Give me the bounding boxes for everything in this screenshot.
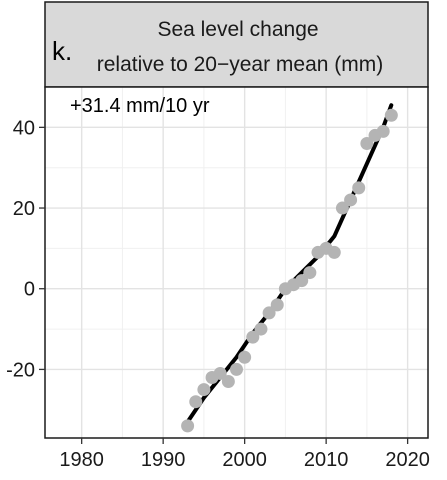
data-point	[238, 350, 252, 364]
y-tick-label: -20	[6, 359, 35, 381]
x-axis: 1980 1990 2000 2010 2020	[59, 438, 430, 471]
data-point	[270, 298, 284, 312]
y-axis: -20 0 20 40	[6, 117, 45, 381]
data-point	[335, 201, 349, 215]
data-point	[303, 266, 317, 280]
data-points	[181, 108, 398, 433]
data-point	[262, 306, 276, 320]
data-point	[213, 366, 227, 380]
x-tick-label: 1980	[59, 449, 104, 471]
data-point	[189, 395, 203, 409]
data-point	[295, 274, 309, 288]
data-point	[197, 383, 211, 397]
data-point	[360, 136, 374, 150]
y-tick-label: 0	[24, 279, 35, 301]
data-point	[376, 124, 390, 138]
data-point	[384, 108, 398, 122]
grid	[45, 87, 428, 438]
x-tick-label: 2000	[222, 449, 267, 471]
data-point	[327, 245, 341, 259]
panel-letter: k.	[52, 36, 72, 66]
data-point	[230, 362, 243, 376]
data-point	[352, 181, 366, 195]
trend-annotation: +31.4 mm/10 yr	[70, 95, 210, 117]
data-point	[181, 419, 195, 433]
data-point	[246, 330, 260, 344]
plot-border	[44, 86, 429, 439]
data-point	[221, 375, 235, 389]
x-tick-label: 2020	[385, 449, 430, 471]
x-tick-label: 1990	[141, 449, 186, 471]
y-tick-label: 20	[13, 198, 35, 220]
data-point	[344, 193, 358, 207]
strip-header	[44, 1, 429, 88]
chart-title: Sea level change	[157, 18, 318, 41]
chart-subtitle: relative to 20−year mean (mm)	[97, 53, 384, 76]
y-tick-label: 40	[13, 117, 35, 139]
x-tick-label: 2010	[304, 449, 349, 471]
data-point	[254, 322, 268, 336]
